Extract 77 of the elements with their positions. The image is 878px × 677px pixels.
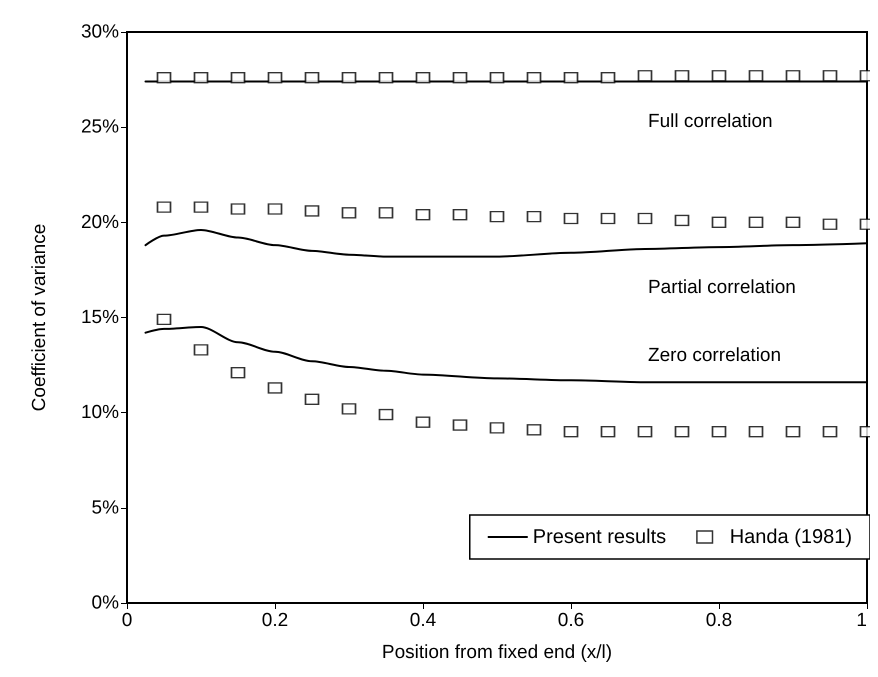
point xyxy=(674,70,690,82)
point xyxy=(600,426,616,438)
annotation: Zero correlation xyxy=(648,345,782,366)
point xyxy=(342,403,356,415)
x-axis-title: Position from fixed end (x/l) xyxy=(382,642,612,663)
point xyxy=(156,314,172,326)
y-tick-label: 5% xyxy=(92,497,120,518)
point xyxy=(600,212,616,224)
point xyxy=(194,72,208,84)
point xyxy=(230,203,246,215)
x-tick-label: 0.2 xyxy=(262,610,288,631)
point xyxy=(490,210,504,222)
y-tick-label: 15% xyxy=(80,307,120,328)
point xyxy=(268,203,282,215)
point xyxy=(822,70,838,82)
x-tick-label: 0.6 xyxy=(558,610,584,631)
y-tick-label: 30% xyxy=(80,22,120,42)
x-tick-label: 0.4 xyxy=(410,610,437,631)
point xyxy=(342,207,356,219)
point xyxy=(674,214,690,226)
point xyxy=(526,72,542,84)
point xyxy=(230,72,246,84)
y-tick-label: 0% xyxy=(92,592,120,614)
point xyxy=(786,426,800,438)
point xyxy=(822,218,838,230)
point xyxy=(342,72,356,84)
point xyxy=(564,426,578,438)
point xyxy=(748,426,764,438)
point xyxy=(674,426,690,438)
point xyxy=(748,70,764,82)
point xyxy=(416,72,430,84)
point xyxy=(786,216,800,228)
point xyxy=(490,422,504,434)
x-tick-label: 0.8 xyxy=(706,610,732,631)
point xyxy=(304,394,320,406)
y-axis-title: Coefficient of variance xyxy=(29,224,50,412)
point xyxy=(304,205,320,217)
point xyxy=(268,382,282,394)
point xyxy=(786,70,800,82)
point xyxy=(638,426,652,438)
point xyxy=(526,210,542,222)
point xyxy=(490,72,504,84)
point xyxy=(452,419,468,431)
legend-label: Handa (1981) xyxy=(730,526,852,548)
point xyxy=(712,70,726,82)
annotation: Full correlation xyxy=(648,111,773,132)
point xyxy=(304,72,320,84)
point xyxy=(638,70,652,82)
annotation: Partial correlation xyxy=(648,277,796,298)
point xyxy=(194,344,208,356)
point xyxy=(416,208,430,220)
point xyxy=(378,408,394,420)
point xyxy=(378,72,394,84)
point xyxy=(600,72,616,84)
point xyxy=(268,72,282,84)
point xyxy=(378,207,394,219)
point xyxy=(230,366,246,378)
y-tick-label: 20% xyxy=(80,212,120,233)
point xyxy=(156,72,172,84)
point xyxy=(712,426,726,438)
point xyxy=(452,208,468,220)
point xyxy=(638,212,652,224)
point xyxy=(712,216,726,228)
legend-label: Present results xyxy=(532,526,666,548)
point xyxy=(156,201,172,213)
point xyxy=(564,72,578,84)
x-tick-label: 0 xyxy=(122,610,132,631)
x-tick-label: 1 xyxy=(856,610,867,631)
point xyxy=(822,426,838,438)
point xyxy=(526,424,542,436)
y-tick-label: 25% xyxy=(80,116,120,138)
point xyxy=(194,201,208,213)
point xyxy=(452,72,468,84)
point xyxy=(416,416,430,428)
point xyxy=(748,216,764,228)
y-tick-label: 10% xyxy=(80,402,120,424)
point xyxy=(564,212,578,224)
